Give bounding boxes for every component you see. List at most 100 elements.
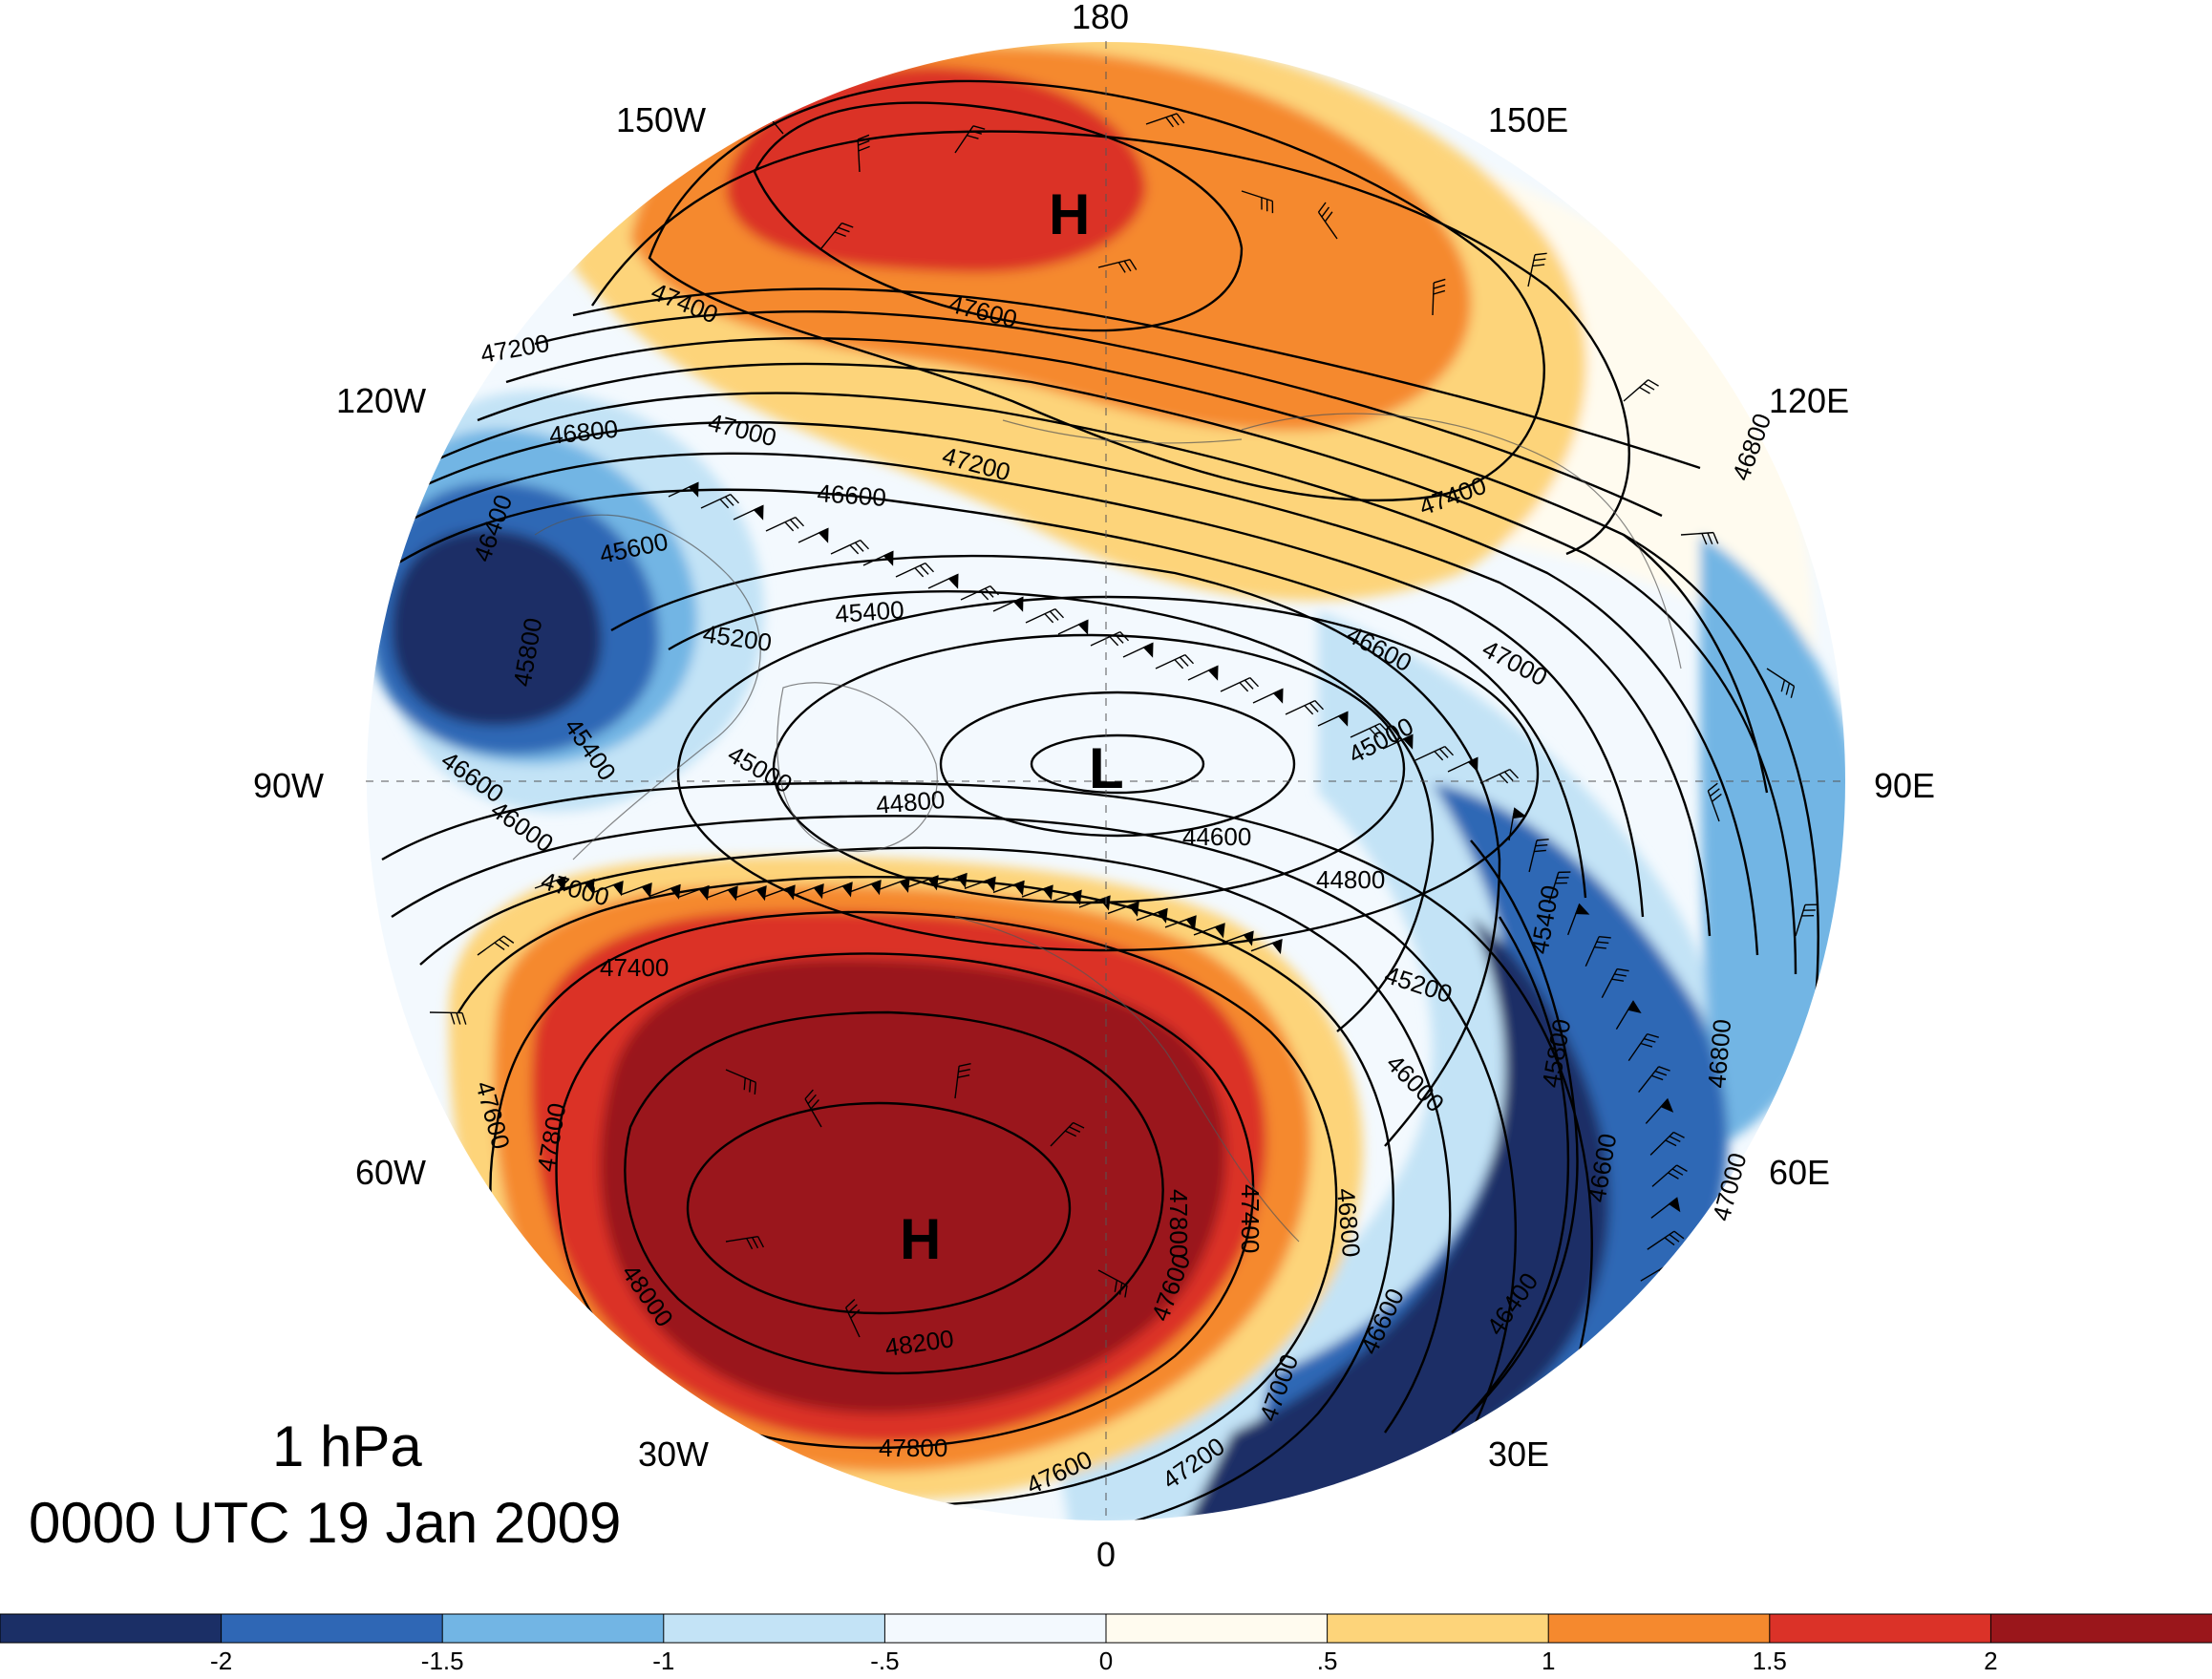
wind-barb: [862, 550, 894, 566]
contour-label: 46600: [817, 478, 887, 512]
wind-barb: [857, 134, 870, 173]
wind-barb: [1432, 278, 1446, 316]
colorbar-tick-label: -1: [652, 1647, 674, 1674]
east-contour-46600: [1470, 840, 1579, 1414]
wind-barb: [830, 539, 870, 555]
wind-barb: [1193, 923, 1225, 939]
wind-barb: [1548, 871, 1571, 904]
high-marker-atlantic: H: [900, 1207, 941, 1271]
contour-label: 44800: [1316, 865, 1385, 894]
wind-barb: [734, 885, 767, 902]
atl-contour-48000: [624, 1010, 1164, 1375]
wind-barb: [844, 1298, 861, 1338]
wind-barb: [992, 880, 1025, 896]
wind-barb: [1350, 722, 1390, 738]
coast-siberia: [1002, 419, 1243, 444]
colorbar-tick-label: -1.5: [421, 1647, 464, 1674]
jet-contour-5: [477, 362, 1797, 975]
wind-barb: [1623, 379, 1659, 402]
wind-barb: [1025, 607, 1065, 624]
jet-contour-7: [534, 309, 1663, 518]
wind-barb-row: [429, 97, 1818, 1414]
wind-barb: [798, 527, 829, 543]
contour-label: 44800: [875, 785, 946, 819]
graticule: [366, 41, 1846, 1521]
wind-barb: [477, 935, 515, 956]
wind-barb: [733, 504, 764, 521]
jet-contour-1: [381, 488, 1587, 899]
wind-barb: [1220, 676, 1260, 692]
wind-barb: [849, 880, 882, 896]
wind-barb: [964, 876, 996, 892]
wind-barb: [700, 493, 740, 509]
low-contour-ring-1: [1030, 733, 1205, 795]
wind-barb: [1647, 1230, 1685, 1250]
colorbar-tick-label: -2: [210, 1647, 232, 1674]
wind-barb: [878, 877, 910, 893]
coast-europe: [954, 916, 1300, 1243]
wind-barb: [1627, 1032, 1659, 1061]
wind-barb: [1136, 907, 1168, 924]
lon-label-30e: 30E: [1488, 1435, 1549, 1474]
east-contour-46400: [1451, 916, 1570, 1434]
wind-barb: [534, 876, 566, 892]
wind-barb: [620, 882, 652, 899]
wind-barb: [602, 1374, 617, 1414]
wind-barb: [1222, 930, 1254, 946]
wind-barb: [1317, 202, 1338, 240]
longitude-labels: 180 150W 150E 120W 120E 90W 90E 60W 60E …: [253, 0, 1935, 1574]
contour-label: 44600: [1182, 822, 1251, 851]
wind-barb: [820, 222, 854, 249]
wind-barb: [1615, 1000, 1642, 1031]
colorbar-swatch: [1105, 1613, 1329, 1644]
colorbar-swatch: [221, 1613, 444, 1644]
wind-barb: [954, 125, 986, 154]
lon-label-60w: 60W: [355, 1153, 426, 1192]
coast-north-america: [534, 514, 761, 861]
wind-barb: [935, 872, 968, 888]
west-low-dark-blue: [392, 529, 602, 726]
atlantic-high-dark-red: [600, 959, 1226, 1413]
wind-barb: [895, 562, 935, 578]
east-arc-dark-blue: [1184, 917, 1609, 1521]
wind-barb: [1241, 190, 1274, 214]
wind-barb: [1707, 782, 1722, 822]
high-marker-pacific: H: [1049, 182, 1090, 246]
jet-contour-2: [381, 452, 1645, 918]
wind-barb: [1155, 653, 1195, 669]
lon-label-120e: 120E: [1769, 381, 1849, 420]
wind-barbs: [429, 97, 1818, 1414]
colorbar-swatch: [0, 1613, 223, 1644]
wind-barb: [1528, 839, 1549, 873]
low-contour-ring-4: [676, 595, 1540, 952]
wind-barb: [1187, 665, 1219, 681]
wind-barb: [1650, 1197, 1681, 1219]
atl-contour-46800: [381, 781, 1593, 1395]
wind-barb: [725, 1069, 756, 1095]
wind-barb: [1252, 688, 1284, 704]
wind-barb: [804, 1089, 822, 1128]
wind-barb: [1566, 903, 1590, 936]
wind-barb: [820, 882, 853, 898]
pac-contour-47400: [648, 79, 1545, 502]
wind-barb: [1057, 619, 1089, 635]
wind-barb: [1651, 1164, 1688, 1187]
wind-barb: [1447, 756, 1478, 773]
contour-label: 47800: [879, 1434, 947, 1462]
valid-time-title: 0000 UTC 19 Jan 2009: [29, 1491, 622, 1555]
wind-barb: [1508, 807, 1527, 841]
colorbar-tick-label: .5: [1317, 1647, 1338, 1674]
low-marker-pole: L: [1089, 736, 1124, 800]
colorbar-tick-label: -.5: [870, 1647, 899, 1674]
contour-label: 47800: [1164, 1189, 1193, 1258]
wind-barb: [668, 481, 699, 498]
low-contour-ring-2: [939, 691, 1296, 838]
wind-barb: [1050, 889, 1082, 905]
wind-barb: [954, 1063, 971, 1099]
contour-label: 46800: [1702, 1018, 1736, 1090]
low-contour-45200: [668, 589, 1435, 1032]
lon-label-150e: 150E: [1488, 100, 1568, 139]
atl-contour-47000: [391, 815, 1517, 1434]
jet-contour-4: [438, 392, 1759, 956]
wind-barb: [1638, 1066, 1670, 1093]
